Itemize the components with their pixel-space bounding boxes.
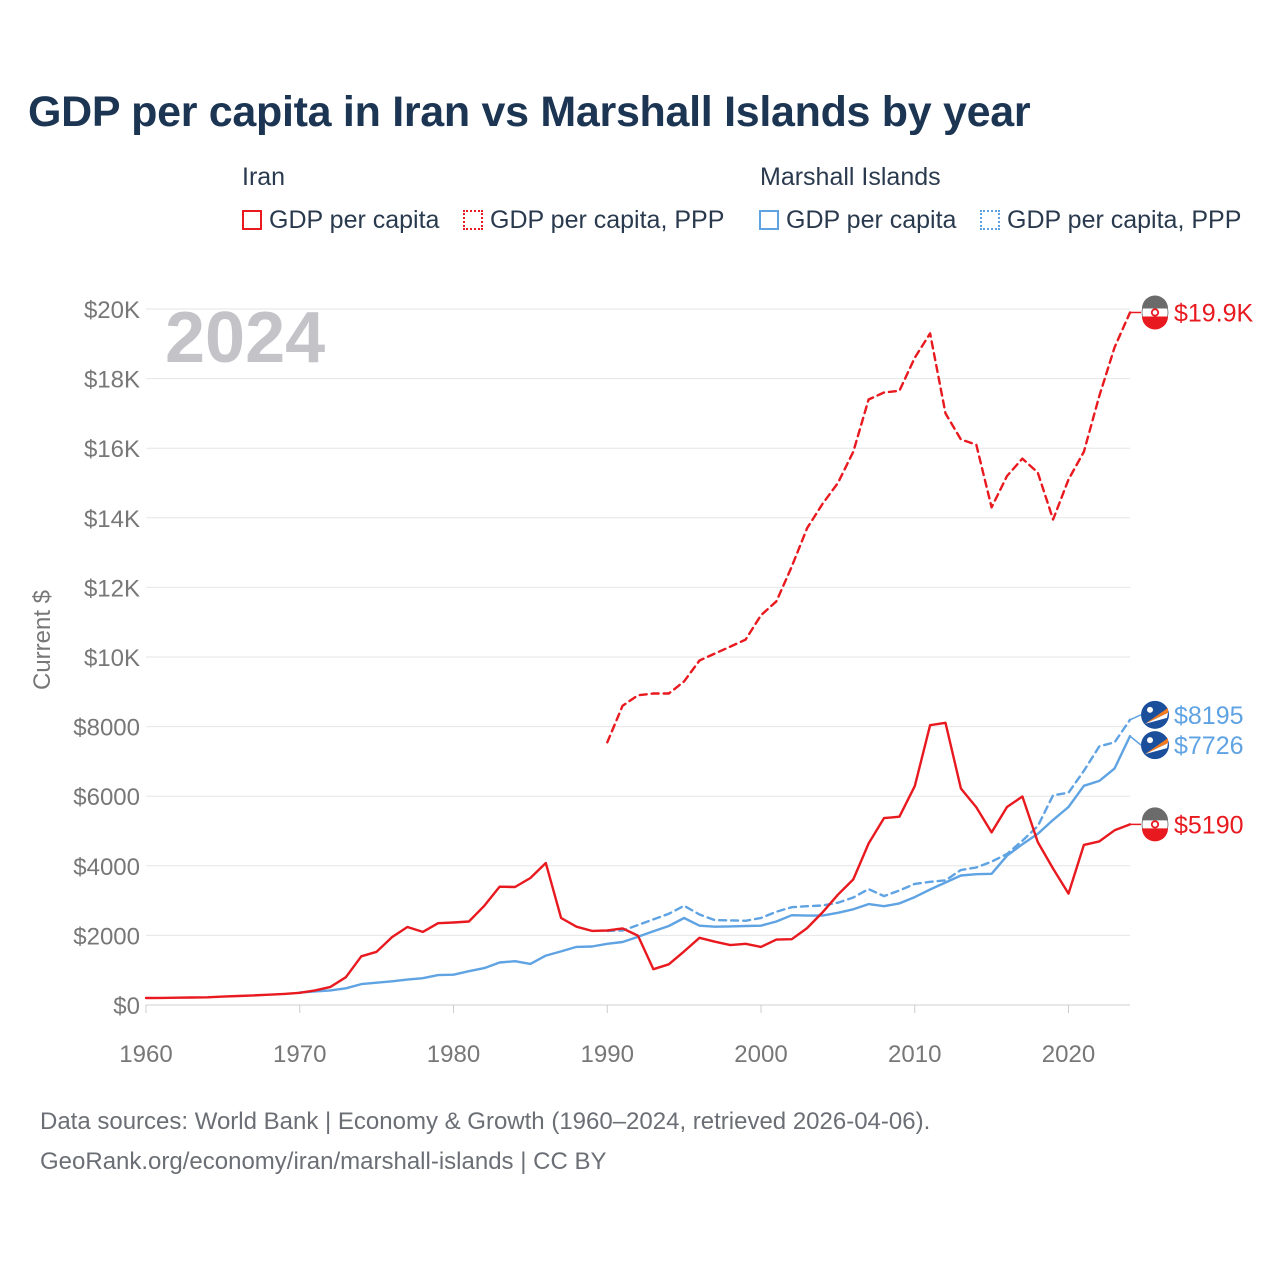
legend-iran-gdp[interactable]: GDP per capita bbox=[242, 205, 439, 235]
year-watermark: 2024 bbox=[165, 298, 325, 378]
end-markers: $5190 $19.9K $7726$8195 bbox=[1129, 295, 1254, 842]
x-tick-label: 1970 bbox=[273, 1041, 326, 1068]
footer-attribution: GeoRank.org/economy/iran/marshall-island… bbox=[40, 1148, 607, 1175]
x-tick-label: 1960 bbox=[119, 1041, 172, 1068]
legend-group-marshall-islands: Marshall Islands bbox=[760, 163, 941, 191]
legend-swatch-dotted-red bbox=[463, 210, 483, 230]
line-chart: 2024 $0$2000$4000$6000$8000$10K$12K$14K$… bbox=[29, 295, 1254, 1068]
x-tick-label: 2000 bbox=[734, 1041, 787, 1068]
y-axis-ticks: $0 $2000 $4000 $6000 $8000 $10K $12K $14K $16K $1… bbox=[73, 297, 140, 1020]
y-tick-label: $2000 bbox=[73, 923, 140, 950]
iran-flag-icon bbox=[1141, 807, 1169, 842]
end-value-label: $19.9K bbox=[1174, 299, 1254, 327]
legend-marshall-gdp[interactable]: GDP per capita bbox=[759, 205, 956, 235]
x-axis-ticks: 1960 1970 1980 1990 2000 2010 2020 bbox=[119, 1005, 1095, 1068]
legend-iran-ppp[interactable]: GDP per capita, PPP bbox=[463, 205, 724, 235]
legend-group-iran: Iran bbox=[242, 163, 286, 191]
legend-iran-gdp-label: GDP per capita bbox=[269, 205, 440, 234]
y-axis-label: Current $ bbox=[29, 590, 56, 690]
y-tick-label: $0 bbox=[113, 993, 140, 1020]
y-tick-label: $12K bbox=[84, 575, 140, 602]
x-tick-label: 1990 bbox=[581, 1041, 634, 1068]
legend-swatch-solid-blue bbox=[759, 210, 779, 230]
y-tick-label: $4000 bbox=[73, 854, 140, 881]
y-tick-label: $10K bbox=[84, 645, 140, 672]
legend-iran-ppp-label: GDP per capita, PPP bbox=[490, 205, 725, 234]
legend-marshall-gdp-label: GDP per capita bbox=[786, 205, 957, 234]
marshall-islands-flag-icon bbox=[1141, 700, 1169, 729]
x-tick-label: 1980 bbox=[427, 1041, 480, 1068]
grid-lines bbox=[146, 308, 1130, 1006]
y-tick-label: $14K bbox=[84, 506, 140, 533]
y-tick-label: $6000 bbox=[73, 784, 140, 811]
iran-flag-icon bbox=[1141, 295, 1169, 330]
series-lines bbox=[144, 311, 1132, 1000]
footer-sources: Data sources: World Bank | Economy & Gro… bbox=[40, 1108, 931, 1135]
y-tick-label: $20K bbox=[84, 297, 140, 324]
end-value-label: $8195 bbox=[1174, 702, 1244, 730]
series-line-iran-gdp-per-capita-ppp[interactable] bbox=[606, 311, 1132, 744]
series-line-marshall-islands-gdp-per-capita[interactable] bbox=[298, 734, 1132, 994]
end-value-label: $5190 bbox=[1174, 811, 1244, 839]
y-tick-label: $18K bbox=[84, 367, 140, 394]
series-line-marshall-islands-gdp-per-capita-ppp[interactable] bbox=[606, 718, 1132, 933]
marshall-islands-flag-icon bbox=[1141, 731, 1169, 760]
y-tick-label: $16K bbox=[84, 436, 140, 463]
y-tick-label: $8000 bbox=[73, 715, 140, 742]
legend-swatch-solid-red bbox=[242, 210, 262, 230]
x-tick-label: 2020 bbox=[1042, 1041, 1095, 1068]
x-tick-label: 2010 bbox=[888, 1041, 941, 1068]
legend-marshall-ppp-label: GDP per capita, PPP bbox=[1007, 205, 1242, 234]
leader-line bbox=[1129, 714, 1142, 721]
legend-marshall-ppp[interactable]: GDP per capita, PPP bbox=[980, 205, 1241, 235]
leader-line bbox=[1129, 735, 1142, 746]
chart-title: GDP per capita in Iran vs Marshall Islan… bbox=[28, 88, 1031, 136]
legend-swatch-dotted-blue bbox=[980, 210, 1000, 230]
end-value-label: $7726 bbox=[1174, 732, 1244, 760]
series-line-iran-gdp-per-capita[interactable] bbox=[144, 721, 1132, 1000]
